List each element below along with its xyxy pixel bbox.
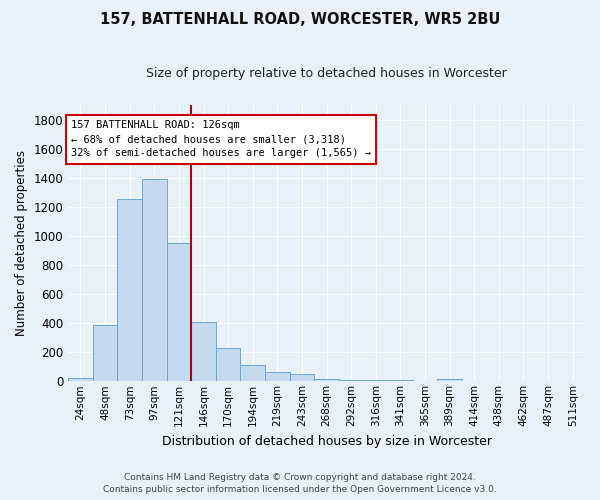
Bar — [364, 380, 388, 382]
Bar — [388, 380, 413, 382]
Y-axis label: Number of detached properties: Number of detached properties — [15, 150, 28, 336]
Bar — [265, 372, 290, 382]
Bar — [167, 244, 191, 382]
Bar — [339, 380, 364, 382]
Text: 157 BATTENHALL ROAD: 126sqm
← 68% of detached houses are smaller (3,318)
32% of : 157 BATTENHALL ROAD: 126sqm ← 68% of det… — [71, 120, 371, 158]
Bar — [118, 199, 142, 382]
Bar — [413, 380, 437, 382]
Bar — [191, 322, 216, 382]
Text: Contains HM Land Registry data © Crown copyright and database right 2024.
Contai: Contains HM Land Registry data © Crown c… — [103, 473, 497, 494]
Bar — [241, 364, 265, 382]
X-axis label: Distribution of detached houses by size in Worcester: Distribution of detached houses by size … — [161, 434, 491, 448]
Text: 157, BATTENHALL ROAD, WORCESTER, WR5 2BU: 157, BATTENHALL ROAD, WORCESTER, WR5 2BU — [100, 12, 500, 28]
Bar — [437, 378, 462, 382]
Bar — [93, 326, 118, 382]
Bar — [142, 178, 167, 382]
Title: Size of property relative to detached houses in Worcester: Size of property relative to detached ho… — [146, 68, 507, 80]
Bar — [290, 374, 314, 382]
Bar — [314, 378, 339, 382]
Bar — [68, 378, 93, 382]
Bar — [216, 348, 241, 382]
